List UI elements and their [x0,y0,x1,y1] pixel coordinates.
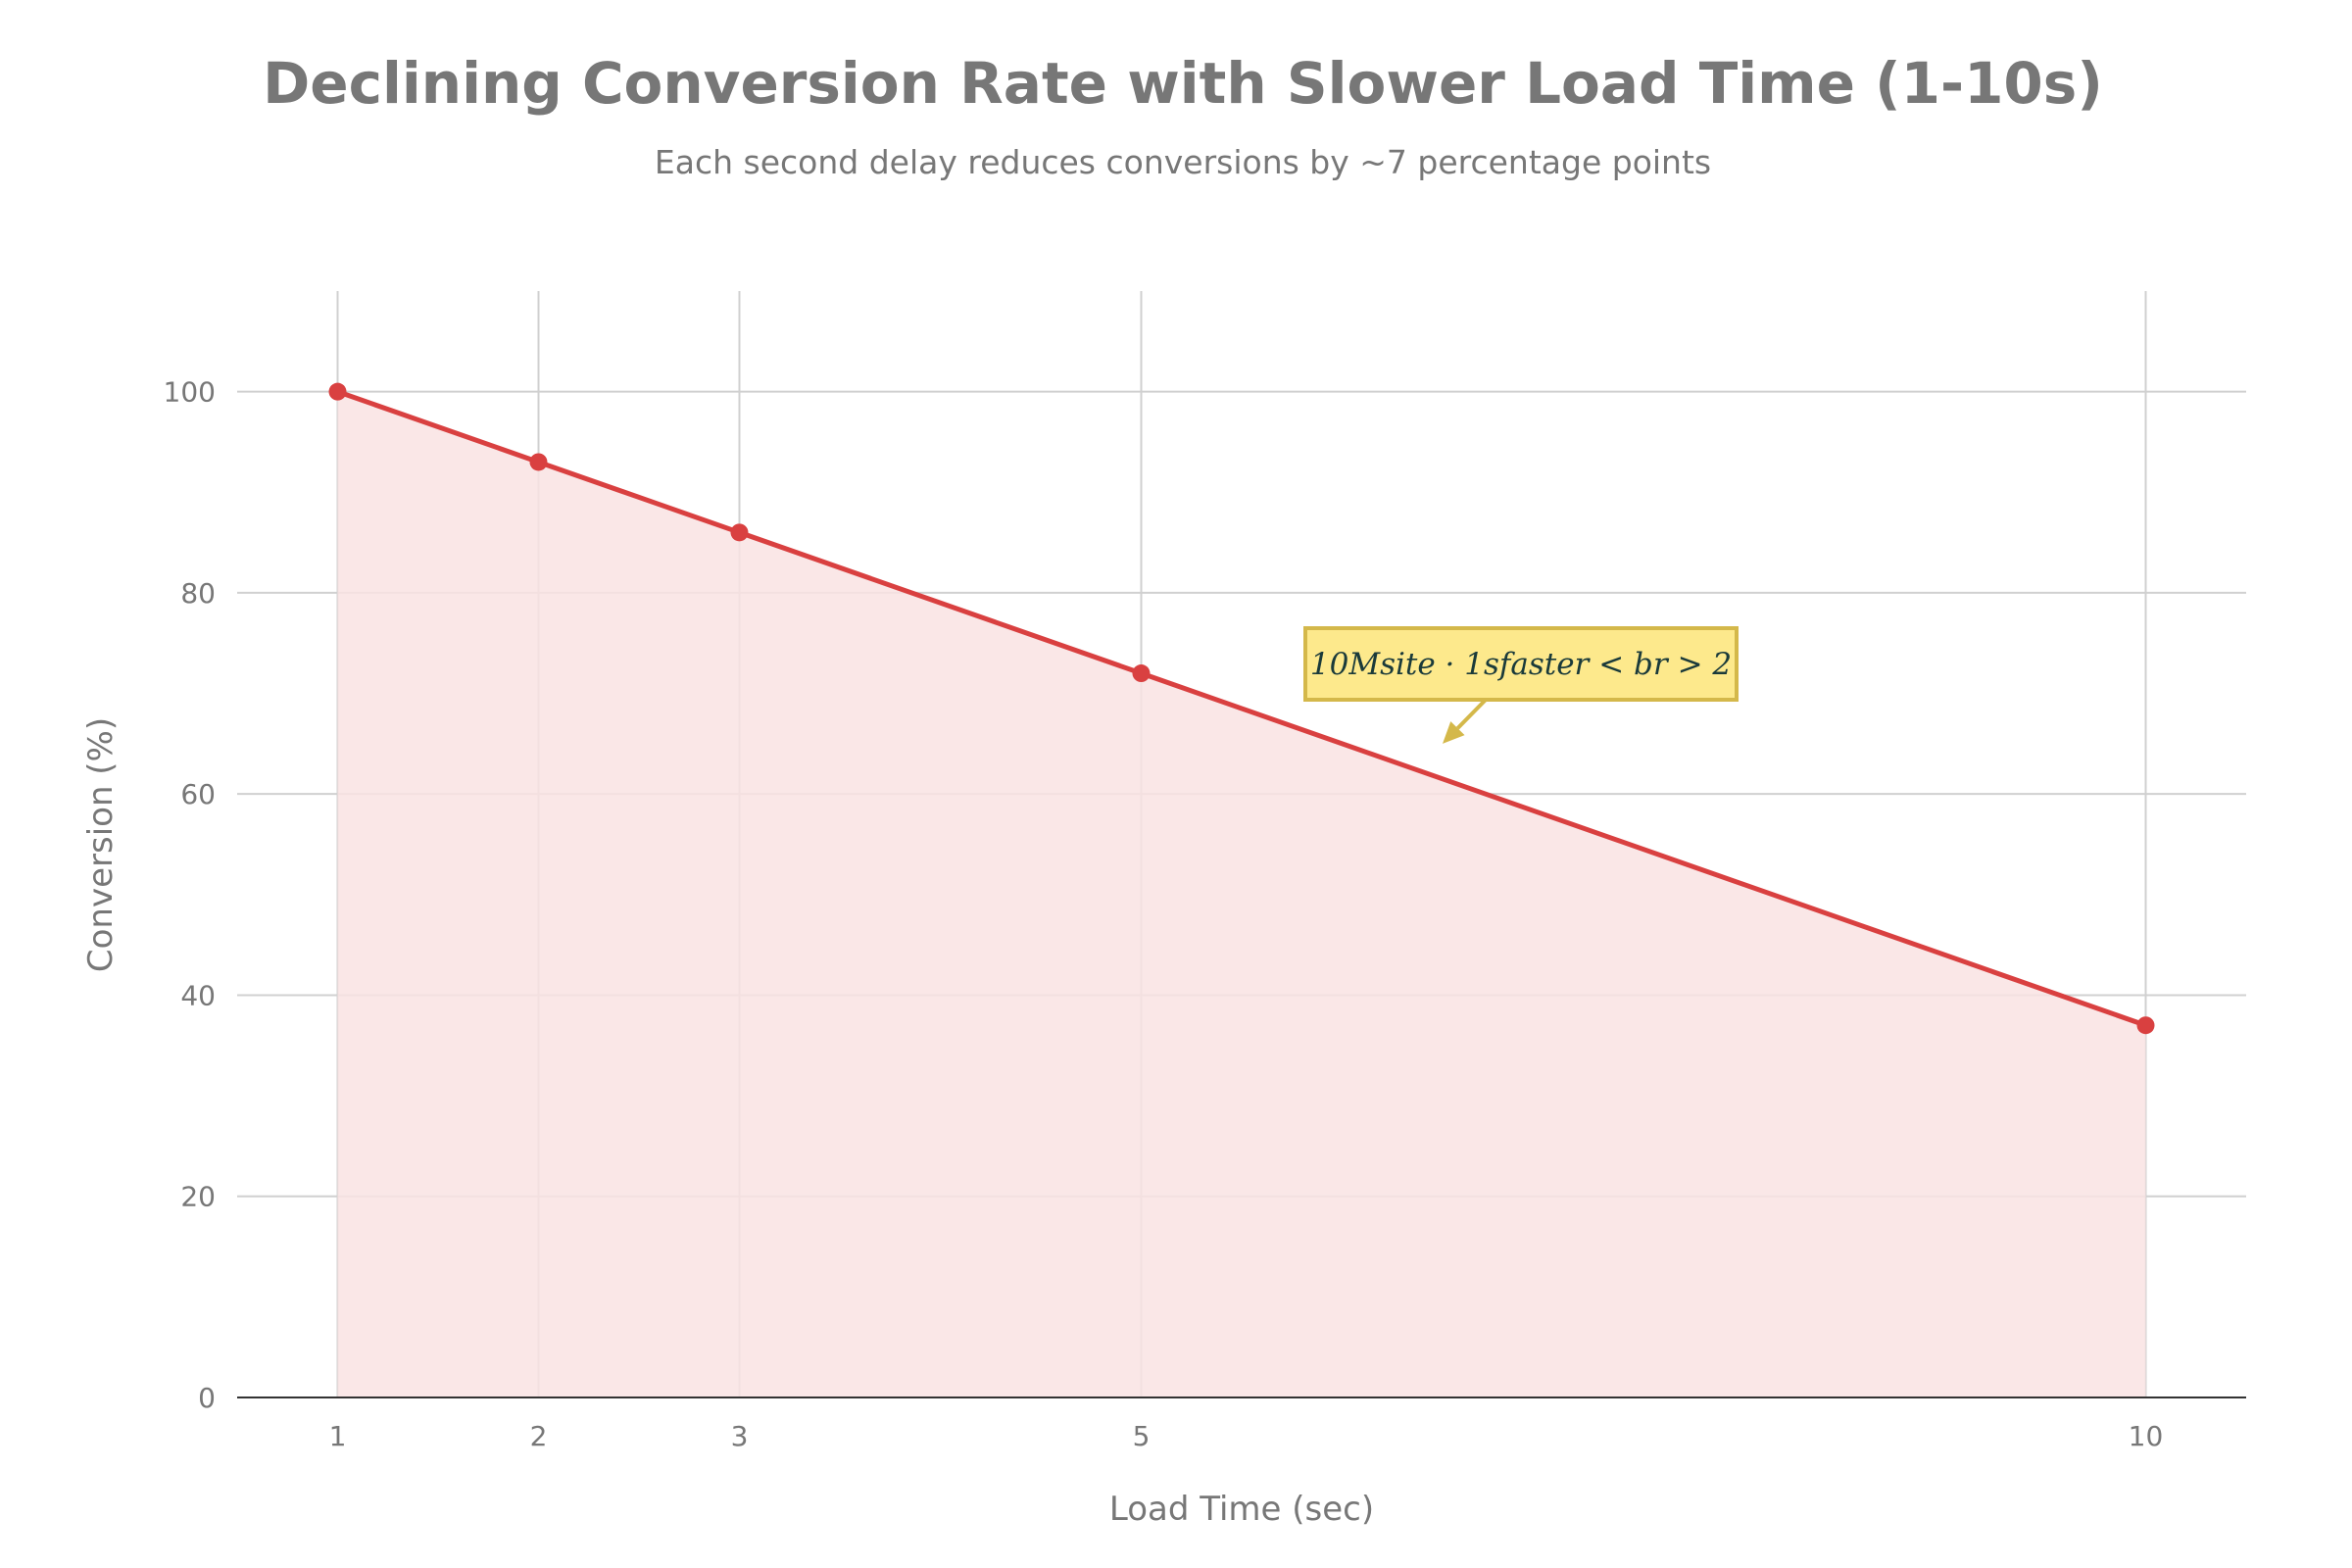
x-axis-title: Load Time (sec) [1109,1490,1374,1529]
chart-title: Declining Conversion Rate with Slower Lo… [263,50,2103,117]
chart-subtitle: Each second delay reduces conversions by… [655,143,1711,181]
y-tick-label: 60 [180,778,216,810]
y-tick-label: 0 [198,1382,216,1414]
y-tick-label: 40 [180,979,216,1011]
data-point [529,453,548,471]
annotation-arrowhead [1443,721,1465,744]
data-point [328,382,347,401]
y-tick-label: 100 [164,376,216,409]
tick-labels: 0 20 40 60 80 100 1 2 3 5 10 [164,376,2164,1452]
annotation-arrow [1455,698,1488,730]
x-tick-label: 5 [1133,1420,1151,1452]
annotation-text: 10Msite · 1sfaster < br > 2 [1310,647,1732,682]
y-tick-label: 80 [180,577,216,610]
annotation-box [1303,626,1739,702]
x-tick-label: 1 [329,1420,347,1452]
x-tick-label: 3 [731,1420,749,1452]
data-point [1132,664,1151,683]
x-tick-label: 10 [2129,1420,2164,1452]
y-tick-label: 20 [180,1181,216,1213]
plot-marks [237,382,2246,1398]
data-point [2136,1016,2155,1035]
data-point [730,523,749,542]
x-tick-label: 2 [530,1420,548,1452]
annotation: 10Msite · 1sfaster < br > 2 [1303,626,1739,744]
y-axis-title: Conversion (%) [81,717,121,972]
area-fill [337,391,2146,1397]
